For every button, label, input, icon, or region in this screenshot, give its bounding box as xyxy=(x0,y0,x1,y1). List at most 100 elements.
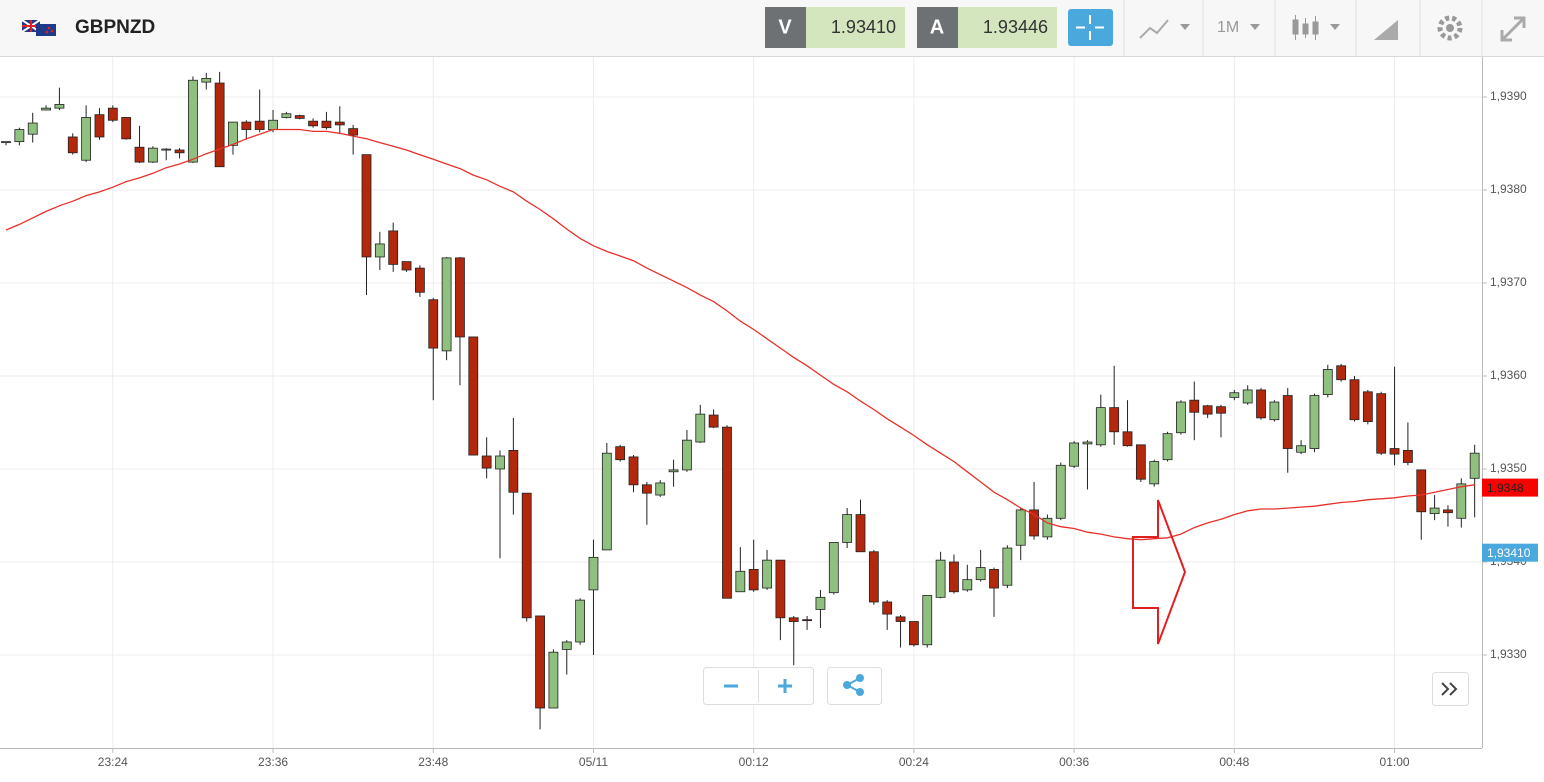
timeframe[interactable]: 1M xyxy=(1217,19,1239,36)
zoom-controls xyxy=(703,667,1469,706)
candle-body xyxy=(228,121,238,146)
candle-body xyxy=(708,414,719,428)
fullscreen-icon[interactable] xyxy=(1500,16,1526,42)
share-icon xyxy=(843,674,864,696)
candle-body xyxy=(67,136,78,154)
moving-average xyxy=(5,128,1475,541)
candle-body xyxy=(1122,431,1133,447)
candle-body xyxy=(1296,445,1306,453)
candle-body xyxy=(535,615,545,709)
scroll-right-button[interactable] xyxy=(1432,672,1469,706)
y-tick-label: 1,9370 xyxy=(1490,275,1527,289)
candle-body xyxy=(1029,509,1039,537)
price-marker-label: 1,9348 xyxy=(1487,481,1524,495)
candle-body xyxy=(1269,401,1280,421)
candle-body xyxy=(268,119,278,130)
candle-body xyxy=(1242,389,1253,404)
candle-body xyxy=(1,141,11,144)
candle-body xyxy=(428,299,439,349)
zoom-in[interactable] xyxy=(778,679,792,693)
candle-body xyxy=(922,595,933,646)
sell-price-box[interactable] xyxy=(806,7,905,48)
candle-body xyxy=(348,128,359,136)
candle-body xyxy=(107,107,118,121)
candle-body xyxy=(1403,449,1413,463)
candle-body xyxy=(722,426,732,599)
candle-body xyxy=(214,82,225,168)
price-marker xyxy=(1482,543,1538,562)
sell-button[interactable] xyxy=(765,7,806,48)
candle-body xyxy=(388,230,399,265)
buy-price-box[interactable] xyxy=(958,7,1057,48)
candle-body xyxy=(588,556,599,591)
candle-body xyxy=(201,77,212,83)
dropdown-arrow xyxy=(1330,24,1340,30)
drawing-icon[interactable] xyxy=(1374,20,1398,40)
x-tick-label: 23:36 xyxy=(258,755,288,769)
candle-body xyxy=(601,452,612,551)
candle-body xyxy=(334,121,345,126)
plot-area: 1,93301,93401,93501,93601,93701,93801,93… xyxy=(0,57,1527,769)
candle-body xyxy=(241,121,252,130)
candle-body xyxy=(575,599,586,643)
candle-body xyxy=(508,449,519,493)
settings-icon[interactable] xyxy=(1437,15,1463,41)
candle-body xyxy=(882,601,893,615)
candle-body xyxy=(868,551,879,603)
candle-body xyxy=(321,120,332,129)
candle-body xyxy=(775,559,786,619)
candle-body xyxy=(121,117,132,140)
candle-body xyxy=(134,146,145,163)
candle-body xyxy=(14,129,25,143)
arrow-annotation xyxy=(1132,499,1187,645)
candle-body xyxy=(949,561,959,593)
buy-button[interactable] xyxy=(917,7,958,48)
candle-body xyxy=(828,542,839,594)
candle-body xyxy=(1322,369,1333,395)
share-box[interactable] xyxy=(827,667,882,705)
x-tick-label: 23:48 xyxy=(418,755,448,769)
candle-body xyxy=(1055,464,1066,519)
candle-body xyxy=(1202,405,1213,415)
candle-body xyxy=(748,569,759,591)
candle-body xyxy=(1189,399,1200,413)
candle-body xyxy=(1389,448,1400,455)
candle-body xyxy=(628,456,639,486)
candle-body xyxy=(401,261,412,271)
settings-icon-center xyxy=(1446,24,1454,32)
candle-body xyxy=(1162,433,1173,461)
candle-body xyxy=(655,482,666,496)
candle-body xyxy=(281,113,292,118)
sell-price: 1.93410 xyxy=(831,17,896,37)
candle-body xyxy=(1176,401,1186,434)
candle-body xyxy=(27,122,38,135)
y-tick-label: 1,9390 xyxy=(1490,89,1527,103)
candle-body xyxy=(308,120,318,127)
candle-body xyxy=(802,619,812,622)
candle-body xyxy=(455,257,465,338)
x-tick-label: 05/11 xyxy=(579,755,608,769)
candle-body xyxy=(1349,379,1360,421)
crosshair-button[interactable] xyxy=(1068,9,1113,46)
candle-body xyxy=(1309,395,1320,449)
candle-body xyxy=(54,104,65,109)
price-marker xyxy=(1482,478,1538,497)
candle-body xyxy=(161,148,172,151)
candle-body xyxy=(1042,517,1053,538)
candle-body xyxy=(188,79,198,163)
candle-body xyxy=(695,413,706,443)
y-tick-label: 1,9330 xyxy=(1490,647,1527,661)
candle-body xyxy=(1256,389,1266,419)
candle-body xyxy=(1282,395,1293,449)
candle-body xyxy=(1336,365,1347,381)
buy-price: 1.93446 xyxy=(983,17,1048,37)
candle-body xyxy=(1429,507,1440,515)
chart-type-icon[interactable] xyxy=(1139,19,1169,39)
candle-icon[interactable] xyxy=(1292,15,1319,40)
scroll-right-icon xyxy=(1441,682,1458,696)
candle-body xyxy=(361,154,372,258)
candle-body xyxy=(147,147,158,163)
candle-body xyxy=(1229,392,1240,398)
candle-body xyxy=(81,117,92,161)
